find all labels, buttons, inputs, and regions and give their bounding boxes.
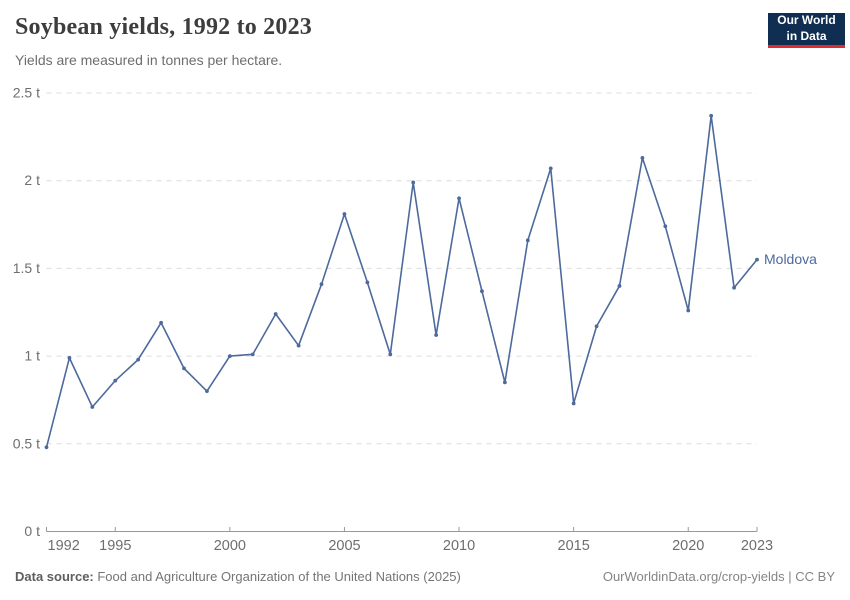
data-point-marker [273, 312, 278, 316]
x-tick-label: 2000 [214, 538, 246, 554]
data-point-marker [525, 238, 530, 243]
series-end-label: Moldova [764, 251, 817, 267]
data-point-marker [67, 355, 72, 360]
data-point-marker [296, 343, 301, 348]
owid-logo[interactable]: Our World in Data [768, 13, 845, 48]
data-point-marker [663, 224, 668, 229]
data-point-marker [319, 282, 324, 287]
data-point-marker [342, 212, 347, 216]
x-tick-label: 2005 [328, 538, 360, 554]
data-source-label: Data source: [15, 569, 94, 584]
x-tick-label: 2023 [741, 538, 773, 554]
data-point-marker [250, 352, 255, 357]
chart-footer: Data source: Food and Agriculture Organi… [15, 569, 835, 584]
data-point-marker [732, 285, 736, 290]
data-point-marker [44, 445, 49, 450]
y-tick-label: 1 t [24, 348, 40, 364]
data-source-text: Food and Agriculture Organization of the… [93, 569, 461, 584]
data-point-marker [182, 366, 186, 371]
data-point-marker [159, 320, 163, 325]
x-tick-label: 2010 [443, 538, 475, 554]
data-point-marker [686, 308, 691, 313]
chart-subtitle: Yields are measured in tonnes per hectar… [15, 52, 283, 68]
data-point-marker [434, 333, 439, 337]
y-tick-label: 2.5 t [13, 85, 40, 101]
data-point-marker [411, 180, 416, 185]
data-point-marker [755, 257, 759, 262]
series-line [45, 115, 758, 449]
data-point-marker [502, 380, 507, 385]
data-point-marker [480, 289, 484, 294]
data-point-marker [457, 196, 461, 201]
data-point-marker [136, 357, 141, 362]
data-point-marker [548, 166, 553, 171]
data-point-marker [205, 389, 209, 394]
data-point-marker [617, 284, 622, 288]
x-tick-label: 1995 [99, 538, 131, 554]
data-point-marker [113, 378, 118, 383]
page-title: Soybean yields, 1992 to 2023 [15, 14, 312, 40]
x-tick-label: 2020 [672, 538, 704, 554]
footer-link[interactable]: OurWorldinData.org/crop-yields | CC BY [602, 569, 835, 584]
y-tick-label: 1.5 t [13, 260, 40, 276]
data-source: Data source: Food and Agriculture Organi… [15, 569, 461, 584]
line-chart[interactable]: 0 t 0.5 t 1 t 1.5 t 2 t 2.5 t 1992 1995 2000 2005… [0, 0, 850, 562]
owid-logo-text: Our World in Data [777, 13, 836, 43]
data-point-marker [709, 113, 714, 118]
data-point-marker [640, 155, 645, 160]
data-point-marker [571, 401, 576, 406]
data-point-marker [594, 324, 599, 329]
data-point-marker [365, 280, 370, 285]
data-point-marker [388, 352, 393, 357]
y-tick-label: 0 t [24, 523, 40, 539]
y-tick-label: 2 t [24, 172, 40, 188]
data-point-marker [90, 405, 95, 409]
x-tick-label: 2015 [558, 538, 590, 554]
x-tick-label: 1992 [48, 538, 80, 554]
y-tick-label: 0.5 t [13, 435, 40, 451]
data-point-marker [227, 354, 232, 358]
